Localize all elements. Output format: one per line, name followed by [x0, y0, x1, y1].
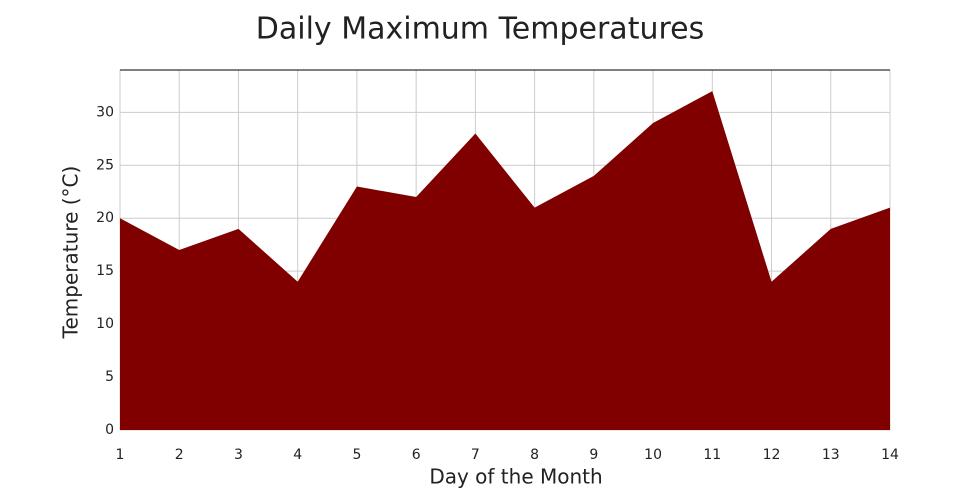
y-tick-label: 10	[96, 316, 114, 332]
x-tick-label: 12	[763, 447, 781, 463]
y-tick-label: 5	[105, 369, 114, 385]
x-tick-label: 7	[471, 447, 480, 463]
y-tick-label: 15	[96, 263, 114, 279]
y-axis-title: Temperature (°C)	[59, 166, 83, 340]
x-tick-label: 2	[175, 447, 184, 463]
x-tick-label: 6	[412, 447, 421, 463]
x-tick-label: 3	[234, 447, 243, 463]
y-tick-label: 25	[96, 157, 114, 173]
chart-title: Daily Maximum Temperatures	[256, 12, 704, 47]
x-tick-label: 11	[703, 447, 721, 463]
x-axis-title: Day of the Month	[429, 465, 602, 489]
x-tick-label: 10	[644, 447, 662, 463]
x-tick-label: 14	[881, 447, 899, 463]
x-tick-label: 9	[589, 447, 598, 463]
x-tick-label: 5	[352, 447, 361, 463]
y-tick-label: 20	[96, 210, 114, 226]
area	[120, 91, 890, 431]
x-tick-label: 1	[116, 447, 125, 463]
x-tick-label: 13	[822, 447, 840, 463]
x-tick-label: 4	[293, 447, 302, 463]
y-tick-label: 0	[105, 422, 114, 438]
y-tick-label: 30	[96, 104, 114, 120]
x-tick-label: 8	[530, 447, 539, 463]
